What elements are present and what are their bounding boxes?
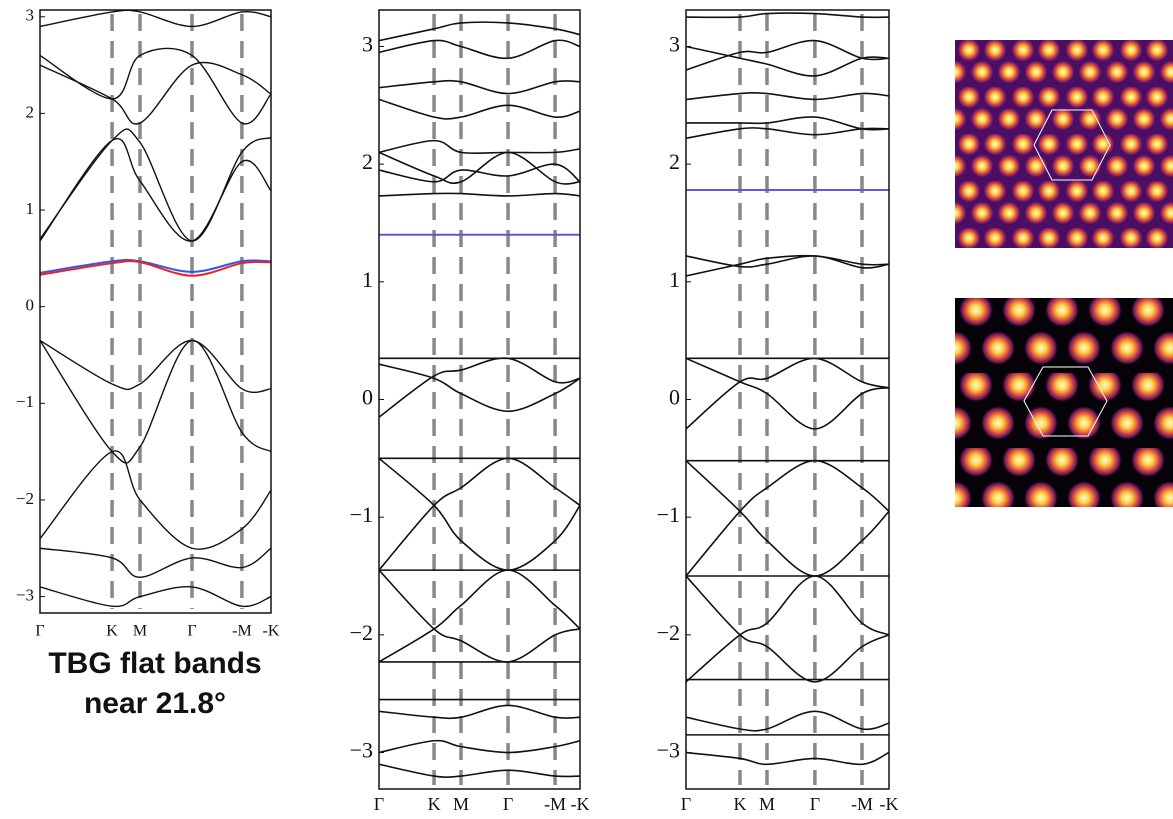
plot-frame: [39, 9, 272, 614]
band: [686, 710, 889, 732]
band: [686, 357, 889, 430]
band: [379, 163, 580, 183]
y-tick-label: −1: [16, 392, 34, 411]
density-map: [955, 298, 1173, 507]
x-tick-label: -M: [851, 794, 873, 814]
y-tick-label: −2: [350, 620, 373, 645]
x-tick-label: M: [453, 794, 469, 814]
band: [379, 763, 580, 778]
y-tick-label: −2: [657, 620, 680, 645]
x-tick-label: -M: [232, 623, 252, 640]
band: [40, 137, 271, 242]
band: [379, 357, 580, 418]
band: [40, 258, 271, 274]
band: [686, 751, 889, 766]
x-tick-label: -K: [571, 794, 590, 814]
y-tick-label: 1: [362, 267, 373, 292]
plot-frame: [378, 9, 581, 790]
band: [686, 254, 889, 277]
x-tick-label: -K: [880, 794, 899, 814]
band: [686, 357, 889, 430]
band: [379, 569, 580, 663]
y-tick-label: 1: [669, 267, 680, 292]
x-tick-label: M: [133, 623, 147, 640]
y-tick-label: 3: [26, 6, 35, 25]
x-tick-label: K: [106, 623, 118, 640]
band: [379, 79, 580, 95]
band: [686, 575, 889, 683]
band: [379, 39, 580, 60]
y-tick-label: 1: [26, 199, 35, 218]
band: [40, 547, 271, 578]
plot-frame: [685, 9, 890, 790]
y-tick-label: −1: [657, 502, 680, 527]
y-tick-label: −3: [657, 738, 680, 763]
band: [40, 450, 271, 550]
y-tick-label: −3: [16, 585, 34, 604]
band: [40, 61, 271, 125]
band: [379, 139, 580, 155]
band: [686, 92, 889, 101]
band: [379, 363, 580, 413]
y-tick-label: −2: [16, 489, 34, 508]
y-tick-label: 0: [362, 385, 373, 410]
band: [40, 260, 271, 277]
y-tick-label: 0: [26, 296, 35, 315]
band: [379, 457, 580, 571]
band: [40, 128, 271, 242]
x-tick-label: -K: [263, 623, 280, 640]
band: [40, 339, 271, 464]
band: [40, 10, 271, 28]
x-tick-label: -M: [544, 794, 566, 814]
y-tick-label: 2: [26, 102, 35, 121]
band: [686, 459, 889, 577]
band: [686, 127, 889, 140]
density-map: [955, 40, 1173, 248]
bands: [40, 10, 271, 608]
band: [379, 457, 580, 571]
band: [379, 151, 580, 185]
caption: TBG flat bands: [48, 647, 261, 680]
x-tick-label: K: [733, 794, 746, 814]
x-tick-label: Γ: [374, 794, 384, 814]
y-tick-label: 2: [669, 149, 680, 174]
y-tick-label: 0: [669, 385, 680, 410]
band: [686, 39, 889, 71]
unit-cell: [1033, 109, 1111, 181]
x-tick-label: Γ: [187, 623, 196, 640]
band: [686, 255, 889, 269]
y-tick-label: 3: [362, 32, 373, 57]
band: [379, 739, 580, 754]
x-tick-label: Γ: [35, 623, 44, 640]
bands: [686, 12, 889, 766]
x-tick-label: Γ: [681, 794, 691, 814]
unit-cell: [1023, 366, 1108, 437]
band: [686, 45, 889, 77]
band: [686, 460, 889, 577]
band: [379, 21, 580, 42]
x-tick-label: K: [428, 794, 441, 814]
y-tick-label: −1: [350, 502, 373, 527]
x-tick-label: Γ: [503, 794, 513, 814]
x-tick-label: M: [759, 794, 775, 814]
band: [379, 704, 580, 720]
caption: near 21.8°: [84, 687, 226, 720]
band: [40, 339, 271, 394]
band: [40, 586, 271, 608]
x-tick-label: Γ: [810, 794, 820, 814]
band: [686, 12, 889, 19]
band: [379, 192, 580, 197]
band: [379, 98, 580, 120]
y-tick-label: 3: [669, 32, 680, 57]
bands: [379, 21, 580, 778]
band: [686, 116, 889, 131]
y-tick-label: −3: [350, 738, 373, 763]
y-tick-label: 2: [362, 149, 373, 174]
band: [40, 47, 271, 125]
band: [686, 575, 889, 683]
band: [379, 569, 580, 663]
